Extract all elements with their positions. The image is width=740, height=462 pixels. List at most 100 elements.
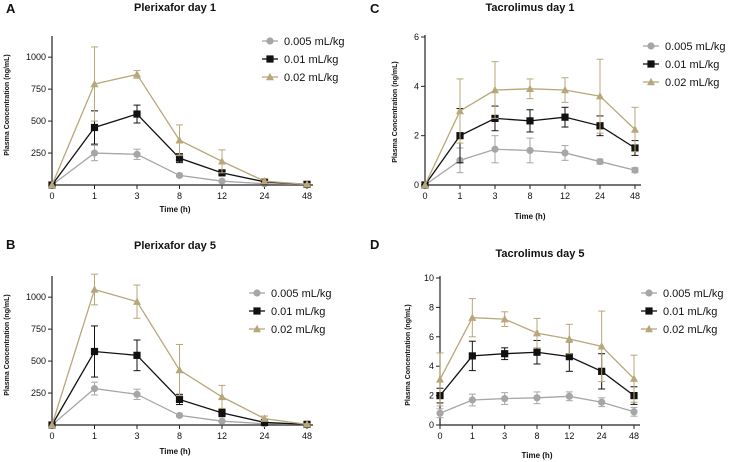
data-point — [500, 314, 509, 323]
y-tick-label: 0 — [414, 180, 419, 190]
data-point — [631, 125, 639, 133]
y-tick-label: 4 — [429, 361, 434, 371]
panel-c-label: C — [370, 1, 380, 16]
panel-a-title: Plerixafor day 1 — [134, 2, 216, 14]
data-point — [218, 417, 226, 425]
legend-label: 0.005 mL/kg — [271, 288, 332, 300]
data-point — [260, 176, 269, 185]
panel-b: B Plerixafor day 5 Time (h) Plasma Conce… — [4, 237, 332, 456]
data-point — [133, 150, 141, 158]
data-point — [175, 411, 184, 420]
y-tick-label: 6 — [429, 332, 434, 342]
data-point — [48, 420, 56, 429]
panel-a-ylabel: Plasma Concentration (ng/mL) — [4, 54, 11, 156]
x-tick-label: 0 — [422, 191, 427, 201]
data-point — [468, 313, 477, 321]
x-tick-label: 8 — [177, 191, 182, 201]
x-tick-label: 0 — [437, 431, 442, 441]
data-point — [218, 157, 226, 165]
legend-marker — [645, 324, 653, 333]
panel-b-title: Plerixafor day 5 — [134, 240, 216, 252]
series-triangle — [421, 58, 639, 189]
data-point — [630, 408, 638, 416]
y-tick-label: 500 — [31, 356, 46, 366]
data-point — [260, 418, 269, 427]
data-point — [133, 351, 141, 359]
data-point — [533, 328, 541, 337]
data-point — [526, 84, 534, 92]
x-tick-label: 3 — [502, 431, 507, 441]
y-tick-label: 750 — [31, 84, 46, 94]
data-point — [175, 365, 184, 374]
y-tick-label: 0 — [429, 420, 434, 430]
data-point — [561, 113, 569, 121]
y-tick-label: 2 — [414, 131, 419, 141]
x-tick-label: 12 — [217, 431, 227, 441]
panel-c-legend: 0.005 mL/kg 0.01 mL/kg 0.02 mL/kg — [643, 41, 726, 89]
data-point — [90, 123, 99, 132]
panel-b-label: B — [6, 237, 15, 252]
data-point — [598, 398, 606, 406]
x-tick-label: 12 — [217, 191, 227, 201]
y-tick-label: 250 — [31, 148, 46, 158]
data-point — [526, 117, 534, 125]
x-tick-label: 12 — [560, 191, 570, 201]
x-tick-label: 48 — [629, 431, 639, 441]
data-point — [133, 110, 141, 118]
data-point — [491, 145, 499, 153]
x-tick-label: 1 — [470, 431, 475, 441]
x-tick-label: 48 — [302, 431, 312, 441]
panel-c-title: Tacrolimus day 1 — [485, 2, 574, 14]
x-tick-label: 3 — [134, 191, 139, 201]
panel-b-plot: 250 500 750 1000 0 1 3 8 12 24 48 — [26, 273, 313, 441]
legend-marker — [253, 289, 261, 297]
data-point — [565, 334, 574, 343]
legend-marker — [647, 77, 655, 86]
data-point — [533, 394, 541, 402]
y-tick-label: 500 — [31, 116, 46, 126]
data-point — [133, 70, 141, 78]
x-tick-label: 24 — [597, 431, 607, 441]
panel-d-label: D — [370, 237, 379, 252]
data-point — [596, 157, 604, 166]
x-tick-label: 8 — [527, 191, 532, 201]
panel-b-legend: 0.005 mL/kg 0.01 mL/kg 0.02 mL/kg — [249, 288, 332, 336]
y-tick-label: 1000 — [26, 52, 46, 62]
data-point — [90, 384, 99, 393]
data-point — [90, 347, 99, 356]
legend-label: 0.01 mL/kg — [665, 59, 719, 71]
y-tick-label: 2 — [429, 391, 434, 401]
legend-label: 0.005 mL/kg — [284, 36, 345, 48]
x-tick-label: 0 — [49, 191, 54, 201]
legend-label: 0.02 mL/kg — [663, 324, 717, 336]
panel-a-legend: 0.005 mL/kg 0.01 mL/kg 0.02 mL/kg — [262, 36, 345, 84]
panel-d-legend: 0.005 mL/kg 0.01 mL/kg 0.02 mL/kg — [641, 288, 724, 336]
panel-a-xlabel: Time (h) — [160, 205, 191, 214]
legend-label: 0.01 mL/kg — [284, 54, 338, 66]
panel-d-title: Tacrolimus day 5 — [495, 248, 584, 260]
x-tick-label: 48 — [630, 191, 640, 201]
data-point — [468, 396, 476, 404]
data-point — [175, 154, 184, 162]
legend-marker — [647, 42, 655, 50]
panel-d-ylabel: Plasma Concentration (ng/mL) — [405, 304, 412, 406]
data-point — [218, 177, 226, 185]
x-tick-label: 0 — [49, 431, 54, 441]
y-tick-label: 10 — [424, 273, 434, 283]
y-tick-label: 6 — [414, 32, 419, 42]
data-point — [218, 409, 226, 417]
legend-label: 0.02 mL/kg — [665, 77, 719, 89]
panel-d-xlabel: Time (h) — [522, 451, 553, 460]
series-circle — [436, 391, 638, 419]
panel-a-plot: 250 500 750 1000 0 1 3 8 12 24 48 — [26, 36, 313, 201]
data-point — [175, 395, 184, 404]
data-point — [501, 394, 509, 403]
data-point — [48, 180, 56, 189]
series-triangle — [48, 46, 311, 189]
x-tick-label: 12 — [564, 431, 574, 441]
x-tick-label: 3 — [134, 431, 139, 441]
legend-label: 0.02 mL/kg — [284, 72, 338, 84]
data-point — [631, 166, 639, 174]
